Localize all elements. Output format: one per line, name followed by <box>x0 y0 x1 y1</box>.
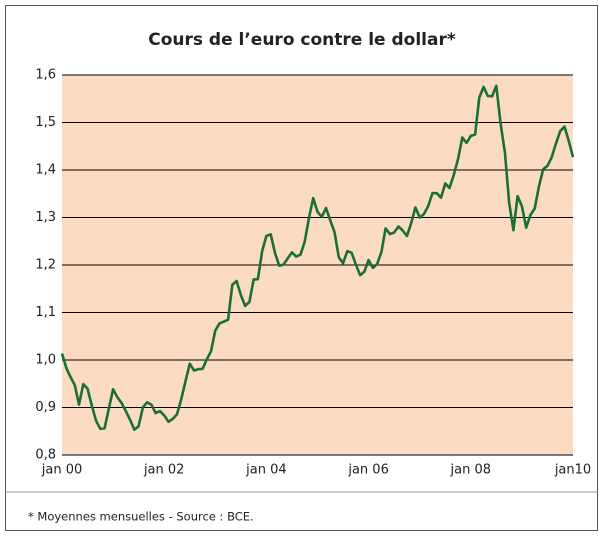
x-tick-label: jan 04 <box>245 463 287 478</box>
y-tick-label: 1,5 <box>35 115 56 130</box>
y-tick-label: 1,3 <box>35 210 56 225</box>
y-tick-label: 1,1 <box>35 305 56 320</box>
x-tick-label: jan 00 <box>41 463 83 478</box>
y-tick-label: 0,9 <box>35 400 56 415</box>
x-tick-label: jan 06 <box>347 463 389 478</box>
y-tick-label: 0,8 <box>35 448 56 463</box>
y-tick-label: 1,0 <box>35 353 56 368</box>
footnote: * Moyennes mensuelles - Source : BCE. <box>28 510 254 524</box>
y-tick-label: 1,4 <box>35 163 56 178</box>
x-tick-label: jan 08 <box>450 463 492 478</box>
y-tick-label: 1,6 <box>35 68 56 83</box>
line <box>60 84 575 432</box>
x-tick-label: jan10 <box>554 463 591 478</box>
chart-title: Cours de l’euro contre le dollar* <box>148 30 456 50</box>
x-tick-label: jan 02 <box>143 463 185 478</box>
y-tick-label: 1,2 <box>35 258 56 273</box>
